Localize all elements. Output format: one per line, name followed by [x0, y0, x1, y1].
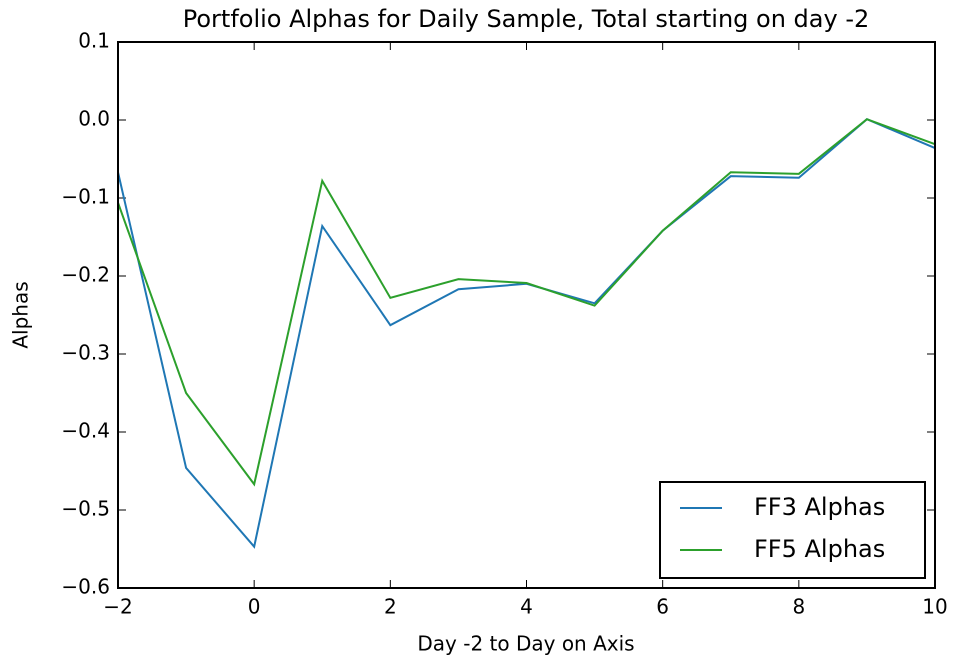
- x-tick-label: 4: [520, 595, 533, 619]
- y-tick-label: 0.0: [78, 107, 110, 131]
- legend-label: FF3 Alphas: [754, 493, 885, 521]
- y-tick-label: −0.3: [61, 341, 110, 365]
- y-tick-label: −0.4: [61, 419, 110, 443]
- x-tick-label: −2: [103, 595, 132, 619]
- x-tick-label: 10: [922, 595, 947, 619]
- y-tick-label: −0.2: [61, 263, 110, 287]
- data-line: [117, 118, 936, 487]
- y-tick-label: −0.1: [61, 185, 110, 209]
- x-tick-label: 0: [248, 595, 261, 619]
- x-tick-label: 2: [384, 595, 397, 619]
- x-axis-label: Day -2 to Day on Axis: [417, 632, 634, 656]
- y-tick-label: 0.1: [78, 29, 110, 53]
- x-tick-label: 6: [656, 595, 669, 619]
- plot-frame: [117, 41, 936, 589]
- y-tick-label: −0.5: [61, 497, 110, 521]
- y-axis-label: Alphas: [9, 281, 33, 348]
- y-tick-label: −0.6: [61, 575, 110, 599]
- chart-title: Portfolio Alphas for Daily Sample, Total…: [183, 5, 870, 33]
- legend-box: [659, 481, 926, 579]
- x-tick-label: 8: [792, 595, 805, 619]
- legend-label: FF5 Alphas: [754, 535, 885, 563]
